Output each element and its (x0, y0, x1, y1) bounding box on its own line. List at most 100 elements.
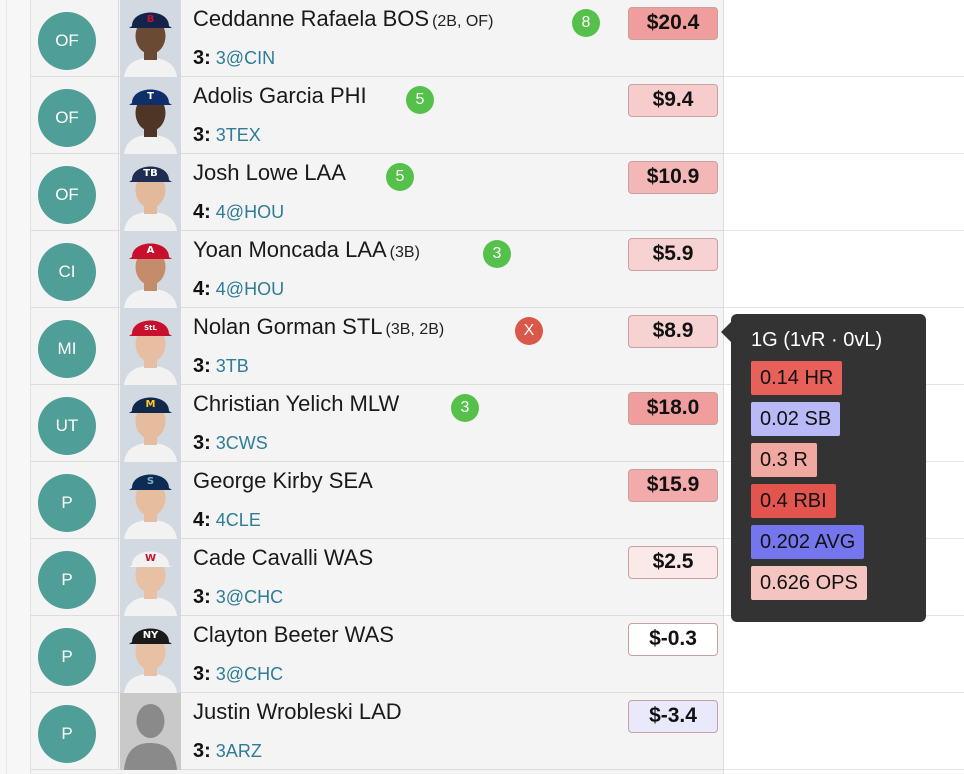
player-name[interactable]: Nolan Gorman STL (193, 314, 383, 339)
player-row[interactable]: OF B Ceddanne Rafaela BOS (2B, OF) 8 3: 3@CIN $… (31, 0, 724, 77)
rank-badge: 5 (386, 163, 414, 191)
tooltip-stat-list: 0.14 HR 0.02 SB 0.3 R 0.4 RBI 0.202 AVG 0.626… (751, 361, 926, 607)
rank-badge: 3 (483, 240, 511, 268)
opponent-link[interactable]: 3TB (215, 356, 249, 376)
position-badge[interactable]: P (38, 628, 96, 686)
player-name-line: Cade Cavalli WAS (193, 545, 373, 571)
value-badge[interactable]: $9.4 (628, 84, 718, 117)
opponent-link[interactable]: 4@HOU (215, 202, 285, 222)
player-name-line: Adolis Garcia PHI (193, 83, 367, 109)
svg-text:TB: TB (143, 168, 157, 179)
value-badge[interactable]: $-3.4 (628, 700, 718, 733)
value-badge[interactable]: $18.0 (628, 392, 718, 425)
games-count: 3: (193, 47, 211, 69)
value-badge[interactable]: $10.9 (628, 161, 718, 194)
stat-chip: 0.202 AVG (751, 525, 865, 559)
svg-text:W: W (145, 553, 156, 564)
player-name[interactable]: George Kirby SEA (193, 468, 373, 493)
opponent-link[interactable]: 3@CHC (215, 664, 284, 684)
opponent-link[interactable]: 4CLE (215, 510, 261, 530)
value-badge[interactable]: $2.5 (628, 546, 718, 579)
position-badge[interactable]: P (38, 474, 96, 532)
player-row[interactable]: CI A Yoan Moncada LAA (3B) 3 4: 4@HOU $5.9 (31, 231, 724, 308)
player-row[interactable]: P NY Clayton Beeter WAS 3: 3@CHC $-0.3 (31, 616, 724, 693)
player-name[interactable]: Christian Yelich MLW (193, 391, 400, 416)
position-cell: CI (31, 231, 119, 308)
svg-text:T: T (147, 91, 154, 102)
player-name[interactable]: Ceddanne Rafaela BOS (193, 6, 430, 31)
games-line: 3: 3@CHC (193, 663, 283, 686)
value-badge[interactable]: $-0.3 (628, 623, 718, 656)
games-line: 4: 4@HOU (193, 278, 284, 301)
opponent-link[interactable]: 3@CIN (215, 48, 276, 68)
player-row[interactable]: MI StL Nolan Gorman STL (3B, 2B) X 3: 3TB $8.9 (31, 308, 724, 385)
player-name[interactable]: Clayton Beeter WAS (193, 622, 394, 647)
games-line: 3: 3@CHC (193, 586, 283, 609)
player-row[interactable]: P W Cade Cavalli WAS 3: 3@CHC $2.5 (31, 539, 724, 616)
stat-chip: 0.4 RBI (751, 484, 836, 518)
stat-chip: 0.3 R (751, 443, 817, 477)
rank-badge: 3 (451, 394, 479, 422)
position-badge[interactable]: MI (38, 320, 96, 378)
games-line: 3: 3TB (193, 355, 249, 378)
opponent-link[interactable]: 3TEX (215, 125, 261, 145)
opponent-link[interactable]: 3ARZ (215, 741, 262, 761)
player-name[interactable]: Yoan Moncada LAA (193, 237, 387, 262)
position-cell: OF (31, 77, 119, 154)
position-badge[interactable]: P (38, 705, 96, 763)
position-cell: OF (31, 0, 119, 77)
position-badge[interactable]: CI (38, 243, 96, 301)
position-badge[interactable]: OF (38, 89, 96, 147)
row-divider (724, 153, 964, 154)
player-row[interactable]: P S George Kirby SEA 4: 4CLE $15.9 (31, 462, 724, 539)
value-badge[interactable]: $5.9 (628, 238, 718, 271)
player-name-line: Nolan Gorman STL (3B, 2B) (193, 314, 444, 340)
value-badge[interactable]: $8.9 (628, 315, 718, 348)
value-badge[interactable]: $20.4 (628, 7, 718, 40)
roster-table: OF B Ceddanne Rafaela BOS (2B, OF) 8 3: 3@CIN $… (31, 0, 724, 774)
position-cell: P (31, 616, 119, 693)
opponent-link[interactable]: 4@HOU (215, 279, 285, 299)
games-count: 3: (193, 586, 211, 608)
opponent-link[interactable]: 3CWS (215, 433, 268, 453)
games-line: 3: 3@CIN (193, 47, 275, 70)
value-badge[interactable]: $15.9 (628, 469, 718, 502)
position-badge[interactable]: UT (38, 397, 96, 455)
player-row[interactable]: P Justin Wrobleski LAD 3: 3ARZ $-3.4 (31, 693, 724, 770)
player-name[interactable]: Cade Cavalli WAS (193, 545, 374, 570)
svg-text:StL: StL (144, 324, 157, 332)
position-badge[interactable]: OF (38, 12, 96, 70)
stat-chip: 0.626 OPS (751, 566, 867, 600)
player-row[interactable]: OF TB Josh Lowe LAA 5 4: 4@HOU $10.9 (31, 154, 724, 231)
player-name-line: Ceddanne Rafaela BOS (2B, OF) (193, 6, 493, 32)
player-headshot (120, 693, 181, 770)
games-count: 3: (193, 740, 211, 762)
row-divider (724, 230, 964, 231)
position-badge[interactable]: OF (38, 166, 96, 224)
player-headshot: A (120, 231, 181, 308)
opponent-link[interactable]: 3@CHC (215, 587, 284, 607)
row-divider (724, 692, 964, 693)
player-name-line: Christian Yelich MLW (193, 391, 399, 417)
player-headshot: M (120, 385, 181, 462)
stat-chip: 0.02 SB (751, 402, 841, 436)
stat-chip: 0.14 HR (751, 361, 843, 395)
player-headshot: TB (120, 154, 181, 231)
player-row[interactable]: OF T Adolis Garcia PHI 5 3: 3TEX $9.4 (31, 77, 724, 154)
games-line: 4: 4@HOU (193, 201, 284, 224)
games-count: 4: (193, 509, 211, 531)
player-row[interactable]: UT M Christian Yelich MLW 3 3: 3CWS $18.0 (31, 385, 724, 462)
player-name[interactable]: Justin Wrobleski LAD (193, 699, 402, 724)
player-headshot: T (120, 77, 181, 154)
player-name-line: Justin Wrobleski LAD (193, 699, 402, 725)
svg-text:B: B (147, 14, 155, 25)
player-name-line: Josh Lowe LAA (193, 160, 346, 186)
player-headshot: NY (120, 616, 181, 693)
player-name[interactable]: Josh Lowe LAA (193, 160, 346, 185)
player-name[interactable]: Adolis Garcia PHI (193, 83, 367, 108)
svg-text:NY: NY (143, 630, 159, 641)
position-cell: UT (31, 385, 119, 462)
player-headshot: S (120, 462, 181, 539)
rank-badge: 5 (406, 86, 434, 114)
position-badge[interactable]: P (38, 551, 96, 609)
